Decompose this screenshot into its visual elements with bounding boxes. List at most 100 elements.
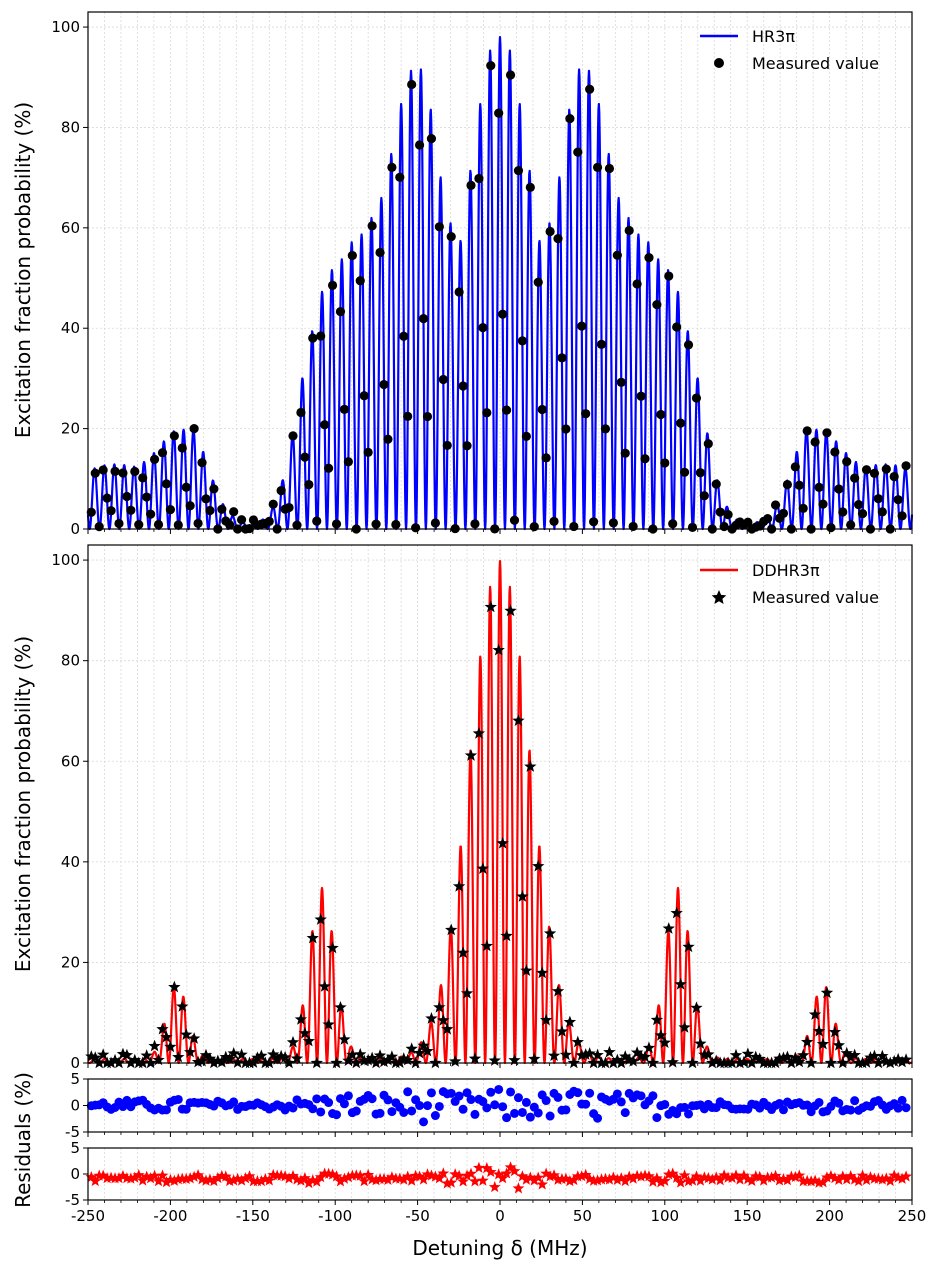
measured-point <box>411 523 421 533</box>
measured-star <box>678 1021 691 1033</box>
measured-star <box>128 1053 141 1066</box>
measured-star <box>797 1048 810 1061</box>
measured-point <box>703 439 713 449</box>
measured-star <box>180 1028 193 1040</box>
residual-star <box>492 1168 505 1180</box>
measured-star <box>674 977 687 990</box>
measured-point <box>577 321 587 331</box>
residual-star <box>567 1173 580 1186</box>
measured-star <box>654 1028 668 1041</box>
residual-star <box>437 1167 450 1179</box>
measured-star <box>476 862 490 874</box>
residual-star <box>152 1175 165 1187</box>
measured-point <box>173 520 183 530</box>
measured-star <box>630 1046 644 1058</box>
measured-point <box>399 331 409 341</box>
measured-point <box>573 147 583 157</box>
residual-point <box>312 1094 322 1104</box>
residual-point <box>525 1112 535 1122</box>
y-axis-label-top: Excitation fraction probability (%) <box>11 102 35 438</box>
residual-star <box>710 1171 723 1183</box>
residual-star <box>817 1176 829 1188</box>
measured-point <box>612 250 622 260</box>
measured-star <box>183 1045 197 1058</box>
residual-star <box>480 1162 493 1174</box>
measured-point <box>743 517 753 527</box>
measured-star <box>583 1047 596 1059</box>
measured-star <box>563 1015 577 1028</box>
residual-star <box>611 1173 624 1185</box>
residual-star <box>453 1169 466 1181</box>
measured-point <box>161 479 172 489</box>
measured-star <box>646 1056 660 1069</box>
measured-star <box>864 1051 877 1063</box>
measured-star <box>793 1055 806 1068</box>
residual-star <box>603 1173 616 1185</box>
measured-point <box>873 494 883 504</box>
measured-point <box>537 404 547 415</box>
residual-star <box>496 1172 509 1184</box>
residual-star <box>180 1172 193 1185</box>
measured-point <box>304 479 314 490</box>
residual-star <box>484 1165 497 1178</box>
y-tick-label: 0 <box>70 1097 80 1115</box>
measured-point <box>462 441 472 451</box>
residual-point <box>620 1108 630 1118</box>
residual-star <box>500 1167 513 1179</box>
ddhr3pi-measured-points <box>85 600 913 1069</box>
measured-point <box>782 479 793 490</box>
residual-point <box>834 1098 844 1108</box>
measured-star <box>769 1056 782 1069</box>
measured-star <box>136 1056 149 1069</box>
residual-star <box>148 1169 161 1181</box>
measured-point <box>169 431 179 441</box>
measured-star <box>421 1044 434 1057</box>
residual-star <box>682 1175 695 1187</box>
ddhr3pi-curve <box>87 559 913 1065</box>
x-tick-label: 150 <box>733 1207 762 1225</box>
residual-point <box>458 1104 468 1114</box>
measured-point <box>790 462 800 472</box>
residual-point <box>343 1091 353 1101</box>
measured-point <box>881 464 891 474</box>
residual-star <box>433 1172 446 1184</box>
measured-star <box>346 1048 359 1061</box>
measured-point <box>660 458 670 468</box>
residual-star <box>524 1171 537 1183</box>
measured-star <box>187 1032 201 1044</box>
residual-star <box>168 1174 181 1186</box>
residual-star <box>413 1170 426 1182</box>
measured-star <box>844 1050 857 1063</box>
measured-star <box>176 1000 189 1012</box>
residual-star <box>405 1174 418 1186</box>
measured-point <box>217 504 227 514</box>
measured-star <box>282 1056 296 1069</box>
residual-star <box>295 1174 307 1186</box>
measured-star <box>488 1054 501 1066</box>
measured-star <box>626 1054 640 1067</box>
measured-point <box>498 309 508 319</box>
residual-point <box>446 1088 456 1098</box>
residual-point <box>502 1113 512 1123</box>
residual-star <box>302 1176 315 1189</box>
measured-star <box>876 1049 889 1062</box>
residual-star <box>449 1168 462 1180</box>
measured-point <box>438 374 448 385</box>
measured-point <box>359 391 369 401</box>
measured-star <box>508 1053 521 1066</box>
residual-star <box>706 1173 719 1185</box>
legend-label-measured-middle: Measured value <box>752 588 879 607</box>
measured-star <box>334 1000 347 1013</box>
measured-point <box>122 491 132 502</box>
residual-star <box>591 1174 604 1186</box>
residual-star <box>813 1176 825 1188</box>
y-tick-label: -5 <box>65 1191 80 1209</box>
measured-point <box>763 513 773 524</box>
measured-point <box>585 84 595 94</box>
residual-star <box>476 1174 489 1186</box>
measured-star <box>172 1050 185 1063</box>
residual-point <box>181 1104 191 1114</box>
residual-star <box>200 1174 212 1186</box>
residual-star <box>536 1178 549 1190</box>
residual-star <box>595 1173 608 1185</box>
